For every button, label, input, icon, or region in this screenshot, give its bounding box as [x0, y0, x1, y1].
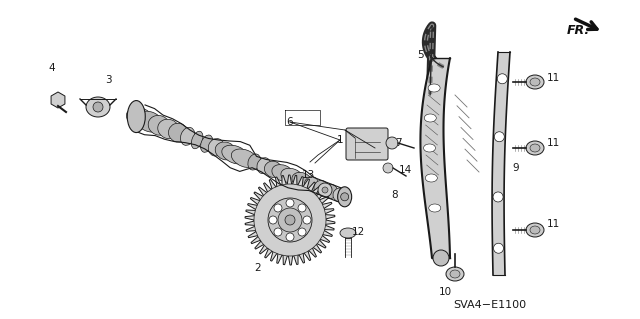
- Circle shape: [303, 216, 311, 224]
- Text: 6: 6: [287, 117, 293, 127]
- Text: 3: 3: [105, 75, 111, 85]
- Circle shape: [322, 187, 328, 193]
- Ellipse shape: [248, 154, 260, 170]
- Ellipse shape: [526, 223, 544, 237]
- Ellipse shape: [305, 177, 319, 191]
- Circle shape: [433, 250, 449, 266]
- Circle shape: [497, 74, 508, 84]
- Circle shape: [268, 198, 312, 242]
- Ellipse shape: [191, 131, 203, 149]
- Text: 8: 8: [392, 190, 398, 200]
- Ellipse shape: [136, 111, 163, 132]
- Circle shape: [286, 233, 294, 241]
- Text: 10: 10: [438, 287, 452, 297]
- Ellipse shape: [264, 161, 282, 177]
- Ellipse shape: [180, 127, 195, 145]
- Ellipse shape: [208, 138, 224, 156]
- Circle shape: [386, 137, 398, 149]
- Text: 2: 2: [255, 263, 261, 273]
- Ellipse shape: [200, 135, 212, 152]
- Circle shape: [274, 204, 282, 212]
- Circle shape: [298, 228, 306, 236]
- Ellipse shape: [292, 172, 312, 188]
- Ellipse shape: [222, 145, 249, 164]
- Circle shape: [254, 184, 326, 256]
- Ellipse shape: [424, 144, 435, 152]
- Ellipse shape: [446, 267, 464, 281]
- Ellipse shape: [127, 100, 145, 133]
- Circle shape: [494, 132, 504, 142]
- Ellipse shape: [526, 141, 544, 155]
- Circle shape: [383, 163, 393, 173]
- Ellipse shape: [323, 184, 337, 198]
- Ellipse shape: [530, 144, 540, 152]
- Ellipse shape: [257, 158, 271, 174]
- Text: 4: 4: [49, 63, 55, 73]
- Circle shape: [318, 183, 332, 197]
- Ellipse shape: [86, 97, 110, 117]
- Polygon shape: [245, 175, 335, 265]
- Ellipse shape: [93, 102, 103, 112]
- Circle shape: [274, 228, 282, 236]
- Ellipse shape: [338, 187, 351, 207]
- Ellipse shape: [340, 228, 356, 238]
- Ellipse shape: [215, 142, 236, 160]
- FancyBboxPatch shape: [346, 128, 388, 160]
- Ellipse shape: [168, 123, 188, 142]
- Text: 11: 11: [547, 219, 559, 229]
- Circle shape: [278, 208, 302, 232]
- Ellipse shape: [231, 149, 258, 168]
- Text: 11: 11: [547, 138, 559, 148]
- Circle shape: [493, 192, 503, 202]
- Circle shape: [493, 243, 504, 253]
- Text: 9: 9: [513, 163, 519, 173]
- Text: FR.: FR.: [567, 24, 590, 36]
- Ellipse shape: [530, 78, 540, 86]
- Ellipse shape: [426, 174, 437, 182]
- Ellipse shape: [526, 75, 544, 89]
- Circle shape: [286, 199, 294, 207]
- Circle shape: [298, 204, 306, 212]
- Text: SVA4−E1100: SVA4−E1100: [453, 300, 527, 310]
- Circle shape: [269, 216, 277, 224]
- Ellipse shape: [530, 226, 540, 234]
- Ellipse shape: [429, 204, 441, 212]
- Ellipse shape: [333, 188, 347, 202]
- Text: 11: 11: [547, 73, 559, 83]
- Text: 1: 1: [337, 135, 343, 145]
- Ellipse shape: [157, 119, 179, 139]
- Circle shape: [340, 193, 349, 201]
- Ellipse shape: [450, 270, 460, 278]
- Ellipse shape: [127, 108, 154, 129]
- Ellipse shape: [424, 114, 436, 122]
- Ellipse shape: [281, 168, 304, 185]
- Ellipse shape: [272, 165, 294, 182]
- Circle shape: [285, 215, 295, 225]
- Ellipse shape: [148, 115, 170, 135]
- Polygon shape: [420, 58, 450, 258]
- Text: 14: 14: [398, 165, 412, 175]
- Text: 7: 7: [395, 138, 401, 148]
- Text: 12: 12: [351, 227, 365, 237]
- Polygon shape: [492, 52, 510, 275]
- Text: 5: 5: [417, 50, 423, 60]
- Text: 13: 13: [301, 170, 315, 180]
- Ellipse shape: [314, 181, 328, 195]
- Ellipse shape: [428, 84, 440, 92]
